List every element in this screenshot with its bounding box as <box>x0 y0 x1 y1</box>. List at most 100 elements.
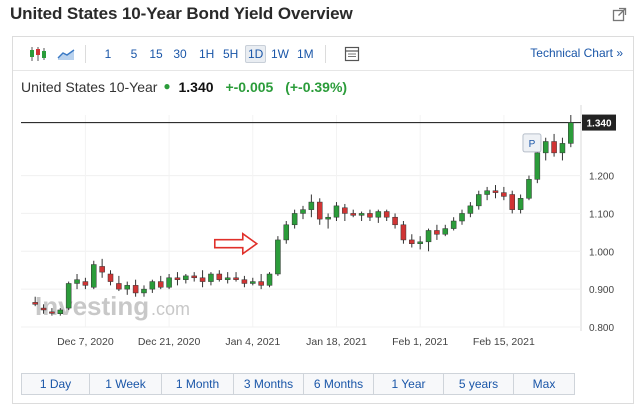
candle-body[interactable] <box>450 220 457 229</box>
candle-body[interactable] <box>116 283 122 290</box>
candle-body[interactable] <box>475 194 482 207</box>
candle-body[interactable] <box>358 213 365 216</box>
candle-body[interactable] <box>434 230 440 235</box>
candle-body[interactable] <box>534 152 541 180</box>
candle-body[interactable] <box>342 207 348 214</box>
candle-body[interactable] <box>492 190 499 193</box>
area-chart-icon[interactable] <box>55 44 77 64</box>
candle-body[interactable] <box>224 277 231 280</box>
candle-body[interactable] <box>141 288 147 294</box>
candle-body[interactable] <box>300 209 306 214</box>
interval-15[interactable]: 15 <box>149 47 163 61</box>
interval-1m[interactable]: 1M <box>297 47 314 61</box>
price-chart[interactable]: 1.200 1.100 1.000 0.900 0.800 Dec 7, 2020 Dec … <box>13 105 633 365</box>
range-1-week[interactable]: 1 Week <box>90 374 162 394</box>
candle-body[interactable] <box>459 213 465 222</box>
y-tick-label: 0.800 <box>589 323 614 334</box>
candle-body[interactable] <box>250 281 256 284</box>
candle-body[interactable] <box>501 192 507 197</box>
candle-body[interactable] <box>74 279 80 284</box>
candle-body[interactable] <box>99 266 105 273</box>
candle-body[interactable] <box>199 277 206 282</box>
candle-body[interactable] <box>333 205 340 218</box>
candle-body[interactable] <box>425 230 432 243</box>
candle-body[interactable] <box>132 285 139 294</box>
interval-30[interactable]: 30 <box>173 47 187 61</box>
p-marker-icon[interactable] <box>522 133 542 153</box>
candle-body[interactable] <box>174 277 181 280</box>
candle-body[interactable] <box>233 277 239 280</box>
candle-body[interactable] <box>409 239 415 244</box>
candle-body[interactable] <box>49 311 55 314</box>
candle-body[interactable] <box>509 194 515 210</box>
interval-1[interactable]: 1 <box>104 47 112 61</box>
range-1-month[interactable]: 1 Month <box>162 374 234 394</box>
current-price-badge <box>582 114 616 131</box>
candle-body[interactable] <box>107 273 114 282</box>
candle-body[interactable] <box>316 201 323 220</box>
candle-body[interactable] <box>526 179 532 199</box>
interval-1w[interactable]: 1W <box>271 47 289 61</box>
candle-body[interactable] <box>166 277 172 288</box>
candle-body[interactable] <box>40 307 47 311</box>
interval-1h[interactable]: 1H <box>199 47 215 61</box>
toolbar-separator <box>325 45 326 63</box>
share-icon[interactable] <box>612 6 628 22</box>
candle-body[interactable] <box>65 283 72 309</box>
candle-body[interactable] <box>417 241 423 244</box>
candle-body[interactable] <box>484 190 490 195</box>
chart-panel: 1 5 15 30 1H 5H 1D 1W 1M Technical Chart… <box>12 36 634 404</box>
candle-body[interactable] <box>216 273 223 280</box>
candle-body[interactable] <box>392 216 398 226</box>
candle-body[interactable] <box>568 122 574 144</box>
chart-settings-icon[interactable] <box>341 44 363 64</box>
candle-body[interactable] <box>559 143 566 154</box>
toolbar-separator <box>85 45 86 63</box>
candle-body[interactable] <box>124 285 131 290</box>
range-max[interactable]: Max <box>514 374 574 394</box>
candle-body[interactable] <box>32 302 38 305</box>
candle-body[interactable] <box>57 309 64 314</box>
candle-body[interactable] <box>291 213 298 226</box>
candle-body[interactable] <box>375 211 382 218</box>
toolbar-divider <box>13 70 633 71</box>
candle-body[interactable] <box>551 141 557 154</box>
range-3-months[interactable]: 3 Months <box>234 374 304 394</box>
candle-body[interactable] <box>208 273 214 282</box>
candle-body[interactable] <box>350 213 356 216</box>
interval-5h[interactable]: 5H <box>223 47 239 61</box>
range-5-years[interactable]: 5 years <box>444 374 514 394</box>
candle-body[interactable] <box>442 228 449 235</box>
candle-body[interactable] <box>367 213 373 218</box>
candle-body[interactable] <box>241 279 248 284</box>
candle-body[interactable] <box>91 264 97 288</box>
candle-body[interactable] <box>383 211 390 218</box>
candle-body[interactable] <box>149 281 156 290</box>
price-change: +-0.005 <box>225 79 274 95</box>
candle-body[interactable] <box>183 275 189 280</box>
candle-body[interactable] <box>467 205 474 214</box>
candle-body[interactable] <box>325 216 331 220</box>
instrument-name: United States 10-Year <box>21 79 158 95</box>
candle-body[interactable] <box>258 281 264 286</box>
range-1-day[interactable]: 1 Day <box>22 374 90 394</box>
interval-5[interactable]: 5 <box>130 47 138 61</box>
candle-body[interactable] <box>82 281 89 286</box>
range-6-months[interactable]: 6 Months <box>304 374 374 394</box>
candle-body[interactable] <box>283 224 290 241</box>
candle-body[interactable] <box>400 224 407 241</box>
y-tick-label: 1.000 <box>589 247 614 258</box>
candle-body[interactable] <box>542 141 549 154</box>
candle-body[interactable] <box>191 275 197 279</box>
range-1-year[interactable]: 1 Year <box>374 374 444 394</box>
candle-body[interactable] <box>517 198 524 210</box>
interval-1d[interactable]: 1D <box>245 45 267 63</box>
candle-body[interactable] <box>308 201 315 210</box>
x-tick-label: Feb 15, 2021 <box>473 336 535 348</box>
candle-body[interactable] <box>157 281 164 288</box>
technical-chart-link[interactable]: Technical Chart » <box>530 46 623 60</box>
candle-body[interactable] <box>275 239 281 275</box>
arrow-annotation-icon <box>213 232 259 256</box>
candlestick-chart-icon[interactable] <box>27 44 49 64</box>
candle-body[interactable] <box>266 273 273 286</box>
